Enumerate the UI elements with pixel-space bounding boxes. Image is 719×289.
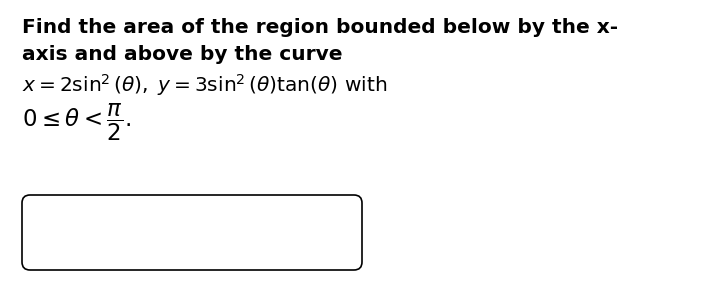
Text: $x = 2\sin^2(\theta),\; y = 3\sin^2(\theta)\tan(\theta)$ with: $x = 2\sin^2(\theta),\; y = 3\sin^2(\the… bbox=[22, 72, 388, 98]
FancyBboxPatch shape bbox=[22, 195, 362, 270]
Text: Find the area of the region bounded below by the x-: Find the area of the region bounded belo… bbox=[22, 18, 618, 37]
Text: axis and above by the curve: axis and above by the curve bbox=[22, 45, 342, 64]
Text: $0 \leq \theta < \dfrac{\pi}{2}.$: $0 \leq \theta < \dfrac{\pi}{2}.$ bbox=[22, 102, 131, 143]
